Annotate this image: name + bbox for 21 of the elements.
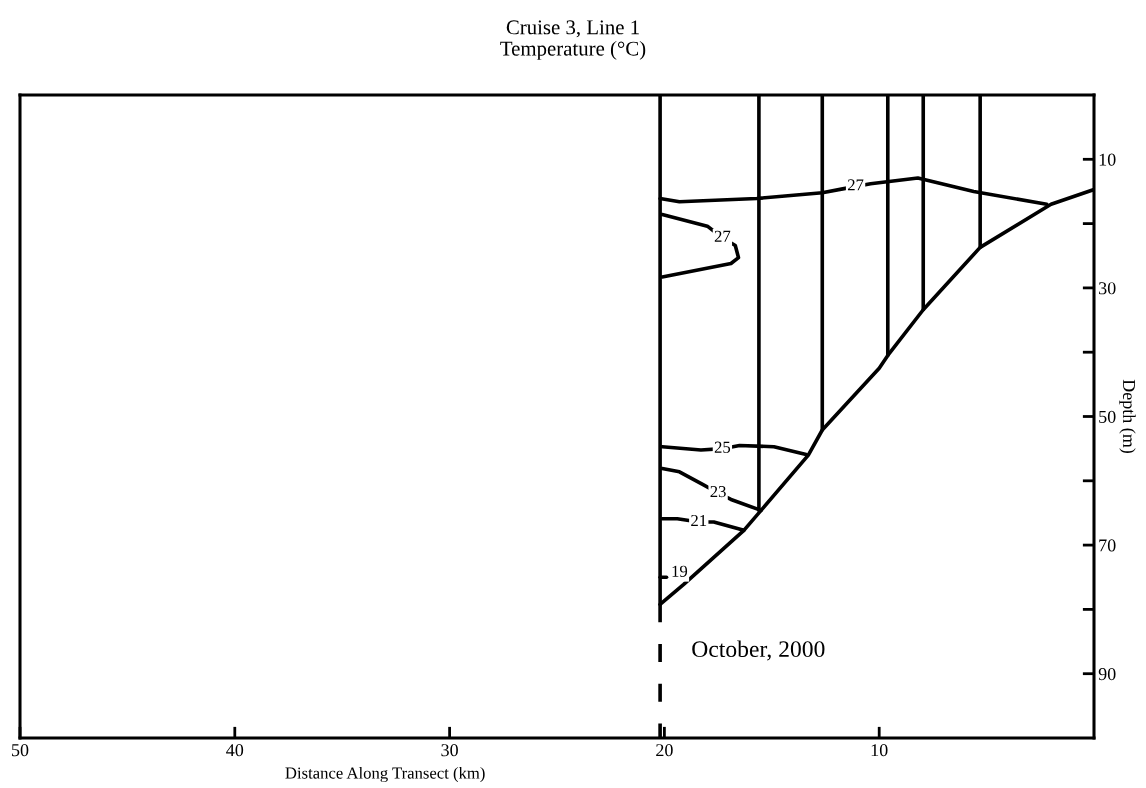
y-axis-title: Depth (m)	[1119, 379, 1136, 454]
x-tick-label: 40	[226, 744, 244, 757]
x-tick-label: 30	[441, 744, 458, 757]
annotation: 27	[847, 179, 864, 191]
x-axis-title: Distance Along Transect (km)	[285, 766, 485, 783]
annotation: October, 2000	[692, 640, 825, 661]
annotation: 21	[691, 514, 707, 526]
y-tick-label: 90	[1098, 667, 1116, 681]
chart-title: Cruise 3, Line 1	[506, 20, 639, 38]
y-tick-label: 70	[1099, 539, 1116, 552]
annotation: 23	[710, 485, 726, 498]
annotation: 25	[714, 441, 731, 453]
x-tick-label: 10	[871, 744, 888, 757]
y-tick-label: 10	[1099, 153, 1116, 166]
x-tick-label: 50	[12, 744, 29, 757]
annotation: 27	[714, 230, 731, 242]
y-tick-label: 30	[1099, 282, 1116, 295]
annotation: 19	[672, 565, 688, 577]
chart-subtitle: Temperature (°C)	[500, 40, 646, 60]
x-tick-label: 20	[656, 744, 673, 757]
y-tick-label: 50	[1099, 410, 1116, 423]
